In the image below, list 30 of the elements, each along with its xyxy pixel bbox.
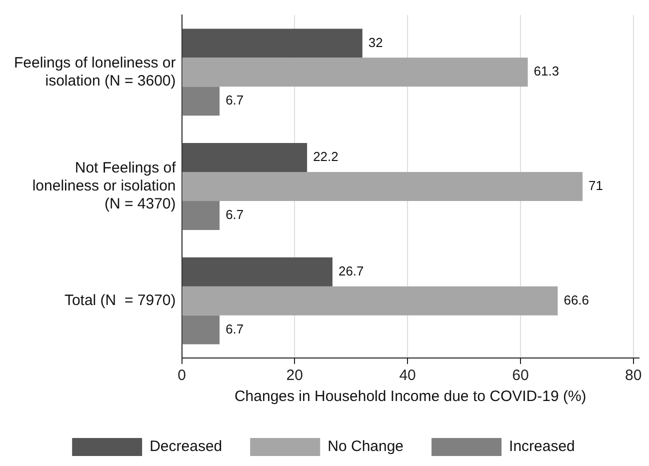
x-tick-label: 20 — [286, 367, 303, 384]
bar — [182, 257, 332, 286]
bar — [182, 143, 308, 172]
bar — [182, 172, 583, 201]
data-label: 6.7 — [226, 321, 244, 336]
y-tick-label: Total (N = 7970) — [64, 292, 176, 309]
bar — [182, 286, 558, 316]
data-label: 32 — [368, 34, 383, 50]
legend-label: No Change — [328, 438, 404, 456]
data-label: 6.7 — [226, 207, 244, 222]
y-tick-label: Not Feelings of loneliness or isolation (N = 4370) — [32, 160, 177, 213]
y-tick-label: Feelings of loneliness or isolation (N = 3600) — [14, 54, 176, 90]
bar — [182, 58, 528, 87]
data-label: 71 — [588, 178, 604, 194]
bar — [182, 200, 220, 230]
x-tick-label: 40 — [399, 367, 416, 384]
bar — [182, 86, 220, 116]
data-label: 66.6 — [564, 292, 590, 308]
bar — [182, 315, 220, 344]
data-label: 6.7 — [226, 92, 244, 108]
data-label: 61.3 — [534, 64, 560, 79]
data-label: 26.7 — [338, 263, 364, 278]
bar — [182, 28, 362, 58]
x-axis-title: Changes in Household Income due to COVID-19 (%) — [234, 388, 586, 406]
data-label: 22.2 — [313, 149, 338, 164]
x-tick-label: 0 — [178, 367, 186, 384]
legend-label: Increased — [509, 438, 575, 456]
legend-label: Decreased — [150, 438, 222, 456]
x-tick-label: 80 — [625, 367, 642, 384]
x-tick-label: 60 — [512, 367, 529, 384]
